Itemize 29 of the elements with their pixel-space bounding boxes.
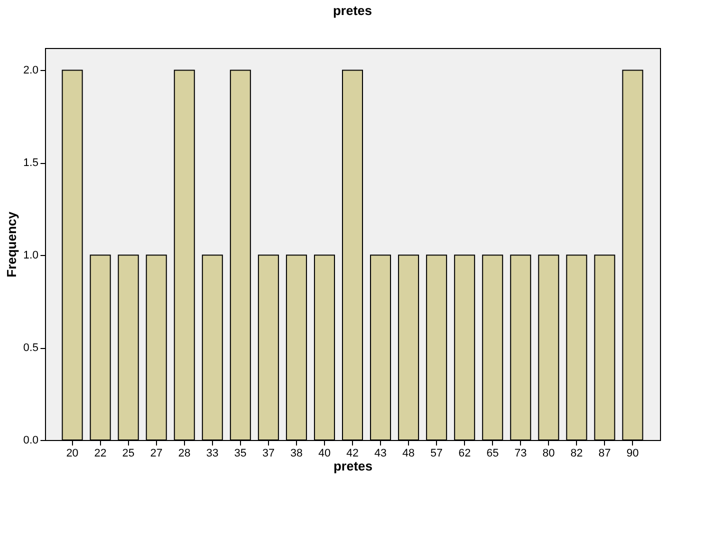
x-tick-label: 38: [290, 448, 303, 460]
y-tick-label: 1.0: [23, 250, 38, 262]
y-tick-label: 0.5: [23, 342, 38, 354]
x-tick-label: 28: [178, 448, 191, 460]
x-tick-label: 25: [122, 448, 134, 460]
x-tick-label: 20: [66, 448, 78, 460]
y-tick-label: 1.5: [23, 157, 38, 170]
y-tick-label: 0.0: [23, 434, 38, 446]
x-tick-label: 82: [570, 448, 583, 460]
x-tick-label: 35: [234, 448, 247, 460]
x-tick-label: 62: [458, 448, 471, 460]
x-axis-title: pretes: [333, 458, 373, 474]
x-tick-label: 48: [402, 448, 415, 460]
y-tick-label: 2.0: [23, 64, 38, 77]
x-tick-label: 43: [374, 448, 387, 460]
x-tick-label: 42: [346, 448, 359, 460]
x-tick-label: 22: [94, 448, 106, 460]
x-tick-label: 73: [514, 448, 527, 460]
x-tick-label: 57: [430, 448, 443, 460]
chart-title: pretes: [332, 3, 372, 18]
x-tick-label: 37: [262, 448, 275, 460]
x-tick-label: 27: [150, 448, 162, 460]
x-tick-label: 90: [626, 448, 639, 460]
x-tick-label: 65: [486, 448, 499, 460]
x-tick-label: 40: [318, 448, 331, 460]
x-tick-label: 33: [206, 448, 219, 460]
y-axis-title: Frequency: [4, 210, 20, 278]
x-tick-label: 80: [542, 448, 555, 460]
x-tick-label: 87: [598, 448, 611, 460]
